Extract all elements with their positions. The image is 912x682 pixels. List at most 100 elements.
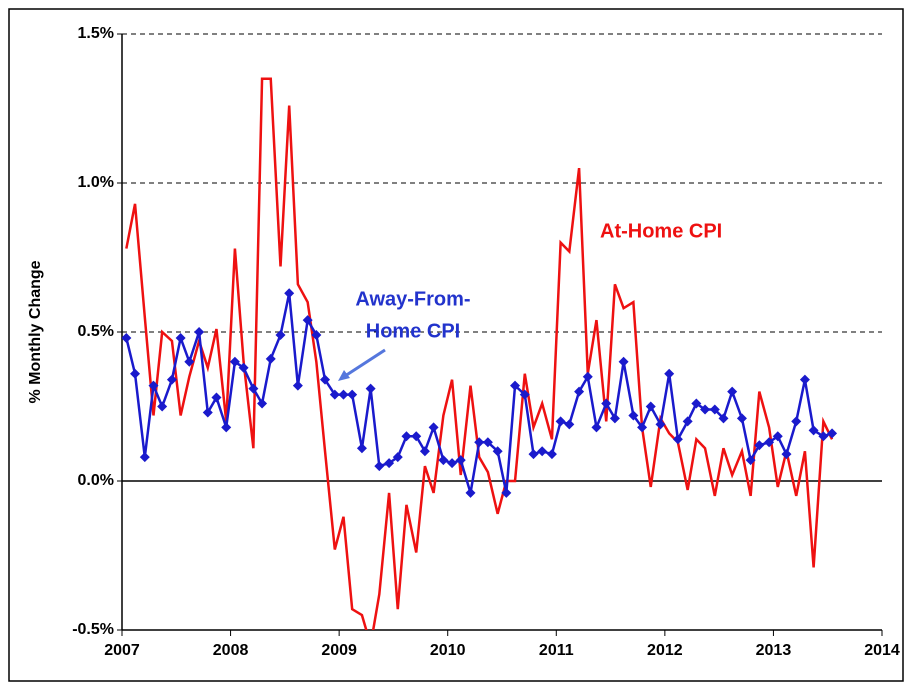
marker (519, 389, 530, 400)
marker (265, 353, 276, 364)
y-tick-label: 0.0% (78, 472, 114, 489)
marker (664, 368, 675, 379)
marker (365, 383, 376, 394)
marker (166, 374, 177, 385)
x-tick-label: 2014 (864, 642, 900, 659)
y-tick-label: 1.0% (78, 174, 114, 191)
marker (655, 419, 666, 430)
marker (211, 392, 222, 403)
marker (618, 356, 629, 367)
marker (428, 422, 439, 433)
marker (745, 455, 756, 466)
marker (229, 356, 240, 367)
marker (275, 329, 286, 340)
marker (601, 398, 612, 409)
x-tick-label: 2013 (756, 642, 792, 659)
marker (718, 413, 729, 424)
x-tick-label: 2012 (647, 642, 683, 659)
marker (727, 386, 738, 397)
x-tick-label: 2007 (104, 642, 140, 659)
marker (465, 487, 476, 498)
annotation: Away-From- (355, 288, 470, 310)
marker (827, 428, 838, 439)
marker (791, 416, 802, 427)
marker (338, 389, 349, 400)
marker (628, 410, 639, 421)
marker (709, 404, 720, 415)
marker (202, 407, 213, 418)
marker (122, 332, 132, 343)
marker (329, 389, 340, 400)
arrow (344, 348, 386, 378)
marker (564, 419, 575, 430)
marker (754, 440, 765, 451)
marker (347, 389, 358, 400)
marker (194, 327, 205, 337)
frame (8, 8, 904, 682)
marker (772, 431, 783, 442)
marker (582, 371, 593, 382)
y-tick-label: -0.5% (72, 621, 114, 638)
y-axis-label: % Monthly Change (27, 260, 44, 403)
marker (320, 374, 331, 385)
x-tick-label: 2010 (430, 642, 466, 659)
marker (781, 449, 792, 460)
marker (808, 425, 819, 436)
marker (392, 452, 403, 463)
marker (492, 446, 503, 457)
marker (130, 368, 141, 379)
marker (799, 374, 810, 385)
marker (175, 332, 186, 343)
marker (238, 362, 249, 373)
marker (148, 380, 159, 391)
marker (438, 455, 449, 466)
marker (555, 416, 566, 427)
marker (374, 461, 385, 472)
marker (501, 487, 512, 498)
arrow-head (338, 370, 350, 381)
marker (700, 404, 711, 415)
marker (284, 288, 295, 299)
marker (482, 437, 493, 448)
marker (356, 443, 367, 454)
marker (311, 329, 322, 340)
marker (248, 383, 259, 394)
marker (384, 458, 395, 469)
x-tick-label: 2011 (539, 642, 574, 659)
marker (419, 446, 430, 457)
marker (609, 413, 620, 424)
marker (574, 386, 585, 397)
marker (645, 401, 656, 412)
y-tick-label: 0.5% (78, 323, 114, 340)
marker (736, 413, 747, 424)
annotation: At-Home CPI (600, 220, 722, 242)
y-tick-label: 1.5% (78, 25, 114, 42)
marker (302, 315, 313, 326)
x-tick-label: 2008 (213, 642, 249, 659)
marker (139, 452, 150, 463)
marker (591, 422, 602, 433)
marker (764, 437, 775, 448)
marker (292, 380, 303, 391)
x-tick-label: 2009 (321, 642, 357, 659)
marker (528, 449, 539, 460)
marker (257, 398, 268, 409)
marker (221, 422, 232, 433)
marker (682, 416, 693, 427)
series-line (125, 77, 834, 630)
marker (455, 455, 466, 466)
marker (474, 437, 485, 448)
marker (637, 422, 648, 433)
marker (411, 431, 422, 442)
marker (510, 380, 521, 391)
marker (184, 356, 195, 367)
marker (537, 446, 548, 457)
marker (691, 398, 702, 409)
marker (672, 434, 683, 445)
marker (546, 449, 557, 460)
marker (447, 458, 458, 469)
marker (157, 401, 168, 412)
marker (401, 431, 412, 442)
marker (818, 431, 829, 442)
